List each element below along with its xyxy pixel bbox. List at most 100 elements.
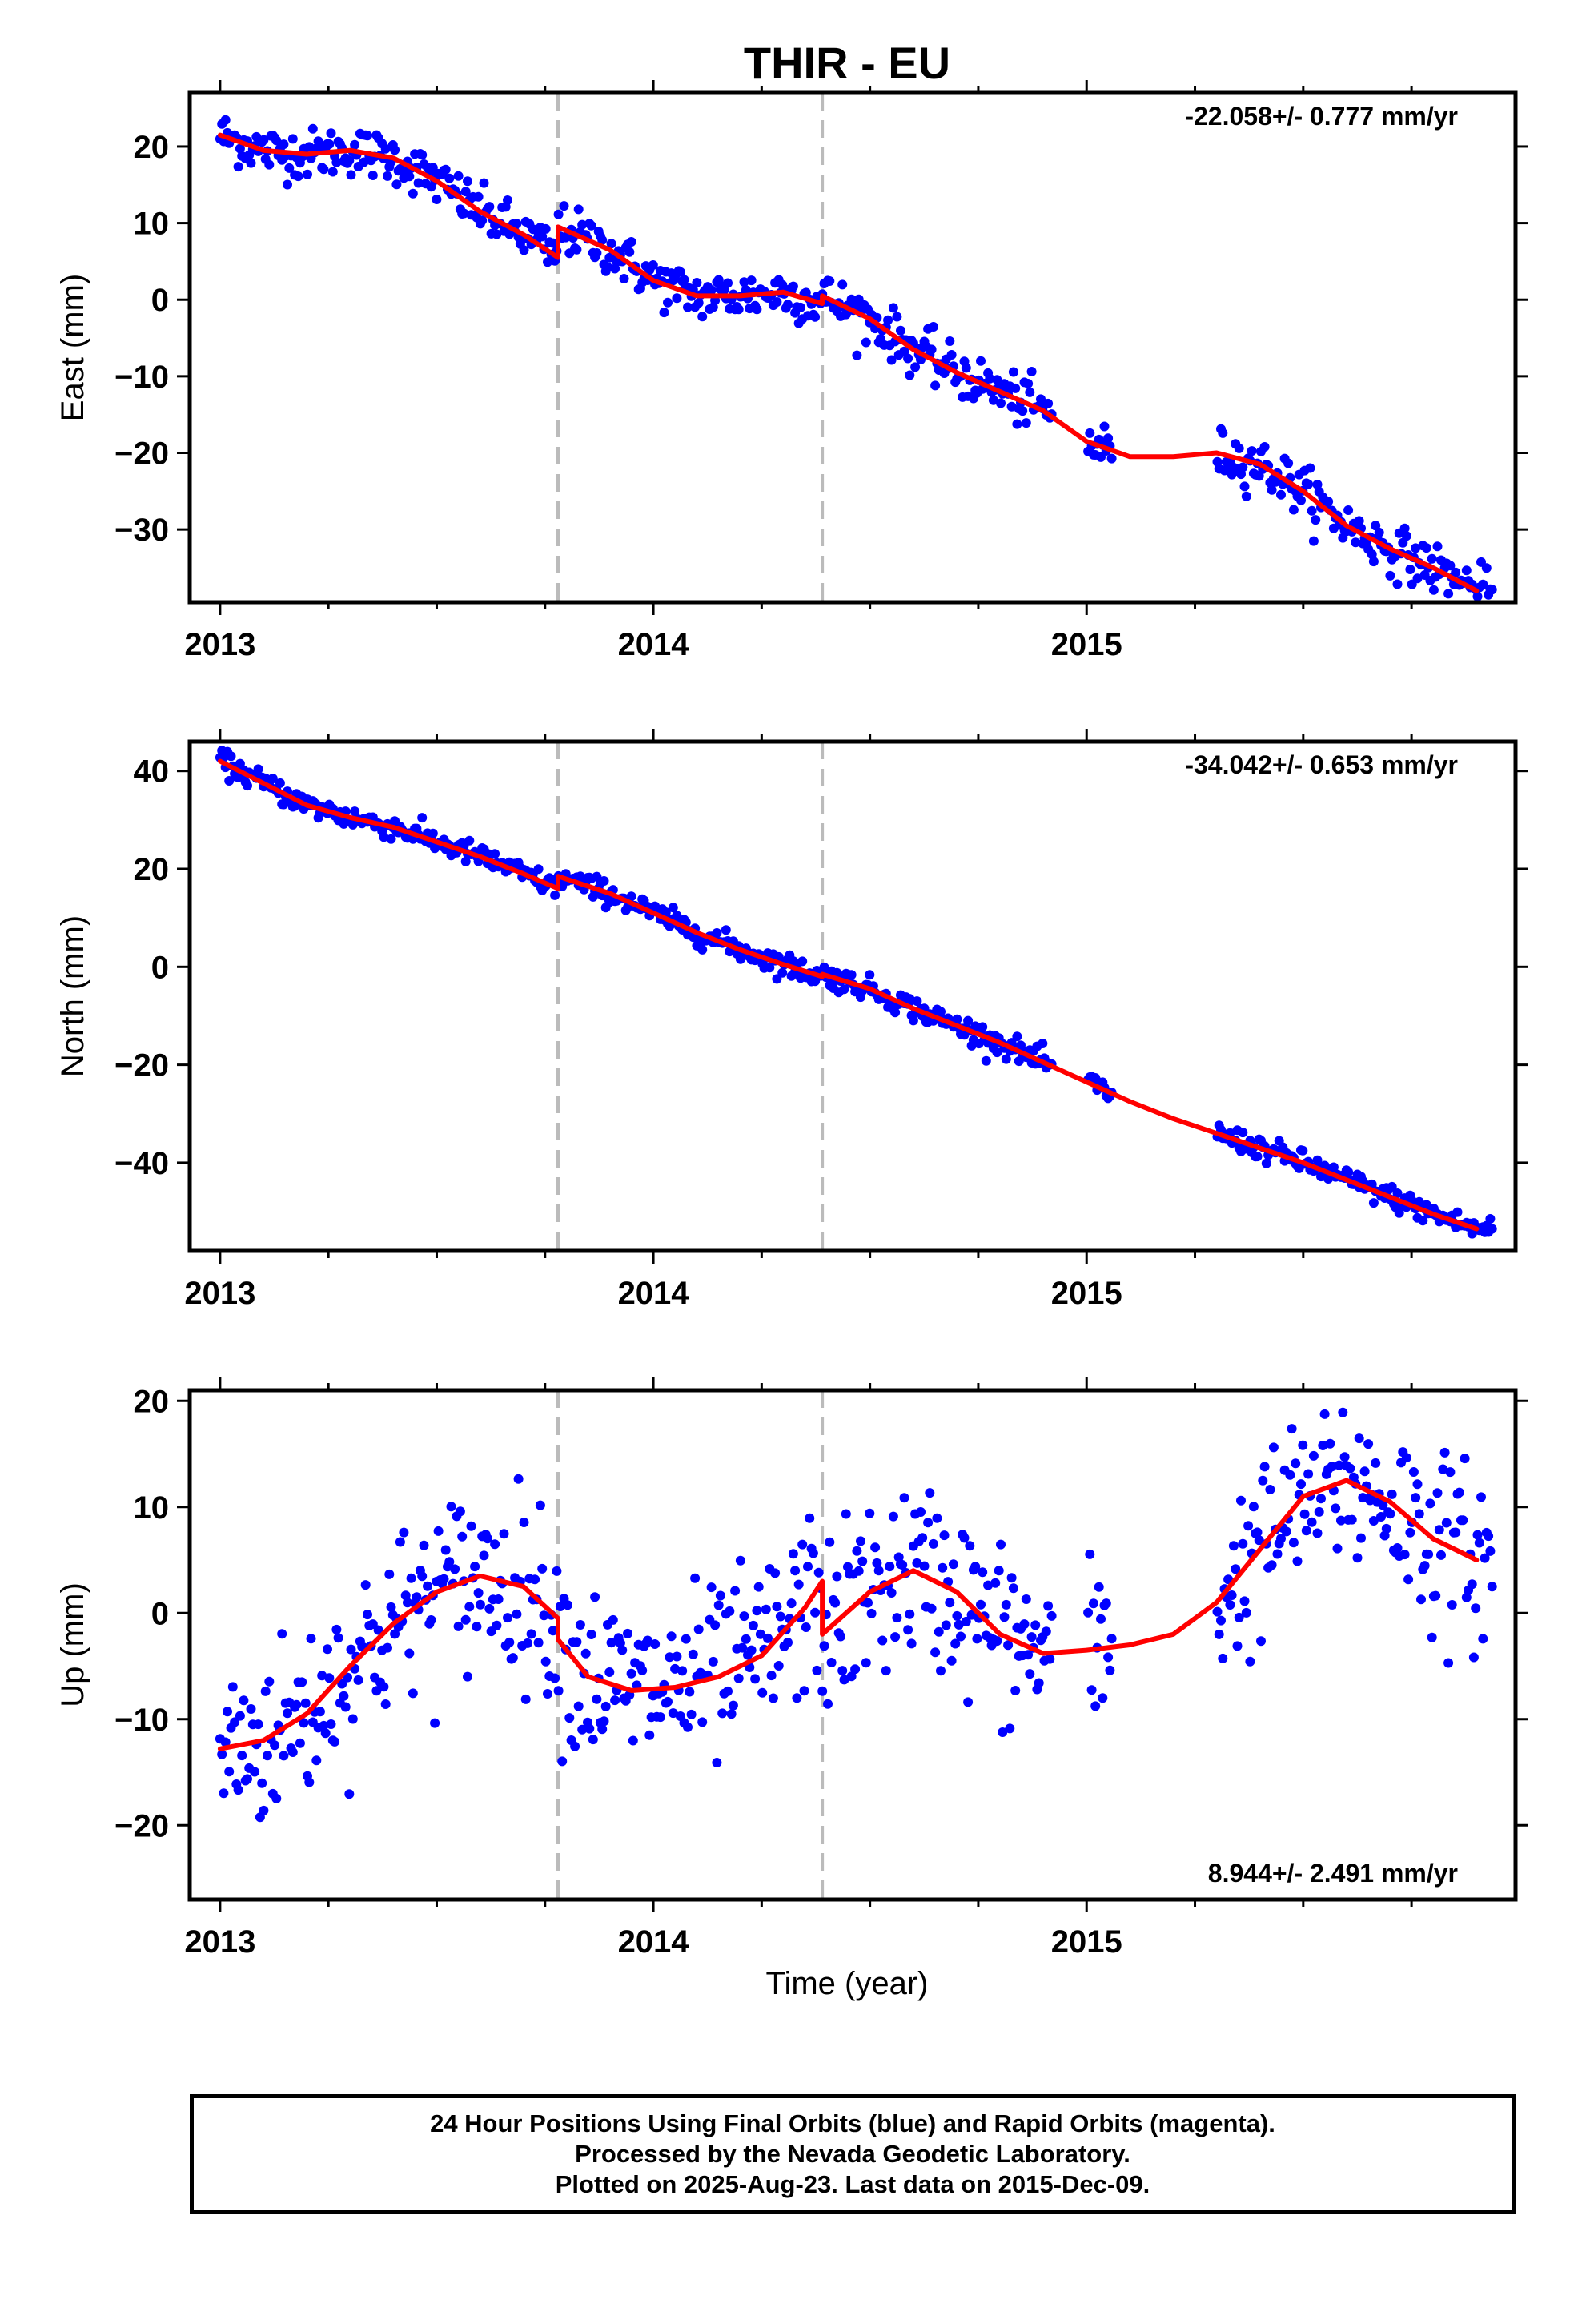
data-point (484, 202, 495, 212)
data-point (723, 1686, 733, 1696)
data-point (697, 312, 708, 322)
data-point (872, 1558, 882, 1568)
y-axis-label-north: North (mm) (55, 915, 90, 1077)
data-point (992, 375, 1002, 385)
plot-frame-up (187, 1388, 1518, 1902)
panel-north: 2013 2014 2015 40 20 0 −20 −40 North (mm) -34.042… (55, 729, 1528, 1311)
data-point (1043, 398, 1054, 408)
data-point (1421, 1200, 1431, 1210)
data-point (453, 171, 464, 181)
data-point (444, 1557, 455, 1567)
data-point (952, 1014, 962, 1024)
data-point (1212, 1606, 1223, 1617)
data-point (1480, 1553, 1490, 1563)
data-point (665, 1652, 675, 1663)
data-point (330, 1736, 340, 1747)
data-point (930, 380, 941, 391)
data-point (408, 1688, 418, 1699)
data-point (606, 1638, 616, 1648)
data-point (1356, 1533, 1366, 1543)
data-point (1252, 1527, 1263, 1538)
data-point (597, 235, 608, 245)
data-point (477, 215, 488, 226)
data-point (259, 1805, 269, 1815)
data-point (919, 1561, 930, 1571)
data-point (404, 171, 415, 182)
data-point (1101, 1598, 1111, 1609)
data-point (1445, 1467, 1456, 1478)
data-point (1405, 1527, 1415, 1538)
footer-line-3: Plotted on 2025-Aug-23. Last data on 201… (555, 2170, 1150, 2198)
data-point (1371, 1458, 1381, 1468)
data-point (1478, 579, 1488, 589)
data-point (306, 1634, 316, 1644)
data-point (1319, 1409, 1330, 1419)
data-point (326, 1719, 336, 1729)
x-tick-label: 2014 (618, 1924, 690, 1960)
data-point (1385, 1509, 1395, 1519)
data-point (459, 208, 469, 219)
data-point (905, 994, 915, 1004)
data-point (801, 1622, 811, 1632)
data-point (1006, 401, 1017, 412)
data-point (1106, 1634, 1117, 1644)
data-point (577, 1724, 588, 1735)
data-point (1431, 1590, 1441, 1601)
data-point (978, 1022, 988, 1032)
data-point (768, 1693, 778, 1703)
data-point (1298, 1145, 1308, 1156)
data-point (813, 1567, 824, 1578)
data-point (1034, 1678, 1044, 1688)
data-point (233, 1785, 243, 1795)
data-point (826, 1658, 837, 1667)
data-point (337, 1679, 347, 1689)
data-point (324, 139, 335, 149)
data-point (853, 1566, 864, 1576)
data-point (1354, 516, 1364, 526)
data-point (586, 1630, 596, 1639)
y-tick-label: −10 (114, 1703, 169, 1738)
data-point (1471, 1603, 1481, 1614)
data-point (271, 135, 282, 146)
data-point (386, 1602, 396, 1612)
data-point (1248, 1502, 1259, 1512)
data-point (1281, 1526, 1291, 1537)
data-point (1025, 1669, 1035, 1679)
data-point (1261, 1158, 1271, 1168)
data-point (246, 1704, 256, 1714)
data-point (619, 274, 629, 283)
data-point (599, 876, 609, 886)
data-point (1041, 1626, 1051, 1637)
data-point (260, 1686, 271, 1696)
data-point (996, 1539, 1006, 1550)
data-point (1243, 1521, 1254, 1531)
data-point (692, 278, 702, 287)
y-tick-label: −20 (114, 1048, 169, 1084)
data-point (788, 281, 798, 292)
data-point (230, 1717, 240, 1727)
data-point (885, 1562, 895, 1572)
data-point (223, 1707, 232, 1717)
data-point (604, 1667, 615, 1677)
data-point (275, 778, 285, 788)
data-point (553, 1686, 564, 1696)
data-point (1283, 458, 1294, 468)
fit-line-north (217, 758, 1480, 1232)
data-point (390, 145, 400, 155)
data-point (1460, 1454, 1470, 1464)
data-point (344, 1789, 355, 1799)
data-point (253, 764, 263, 774)
data-point (1008, 1583, 1018, 1594)
data-point (976, 356, 986, 366)
data-point (812, 1665, 822, 1675)
data-point (287, 134, 298, 144)
data-point (688, 1649, 698, 1659)
data-point (539, 1610, 549, 1621)
data-point (1438, 1464, 1448, 1474)
data-point (1238, 462, 1248, 472)
data-point (945, 1598, 955, 1608)
data-point (557, 1756, 568, 1767)
data-point (655, 1712, 665, 1723)
data-point (959, 1533, 970, 1543)
data-point (1425, 1498, 1435, 1509)
